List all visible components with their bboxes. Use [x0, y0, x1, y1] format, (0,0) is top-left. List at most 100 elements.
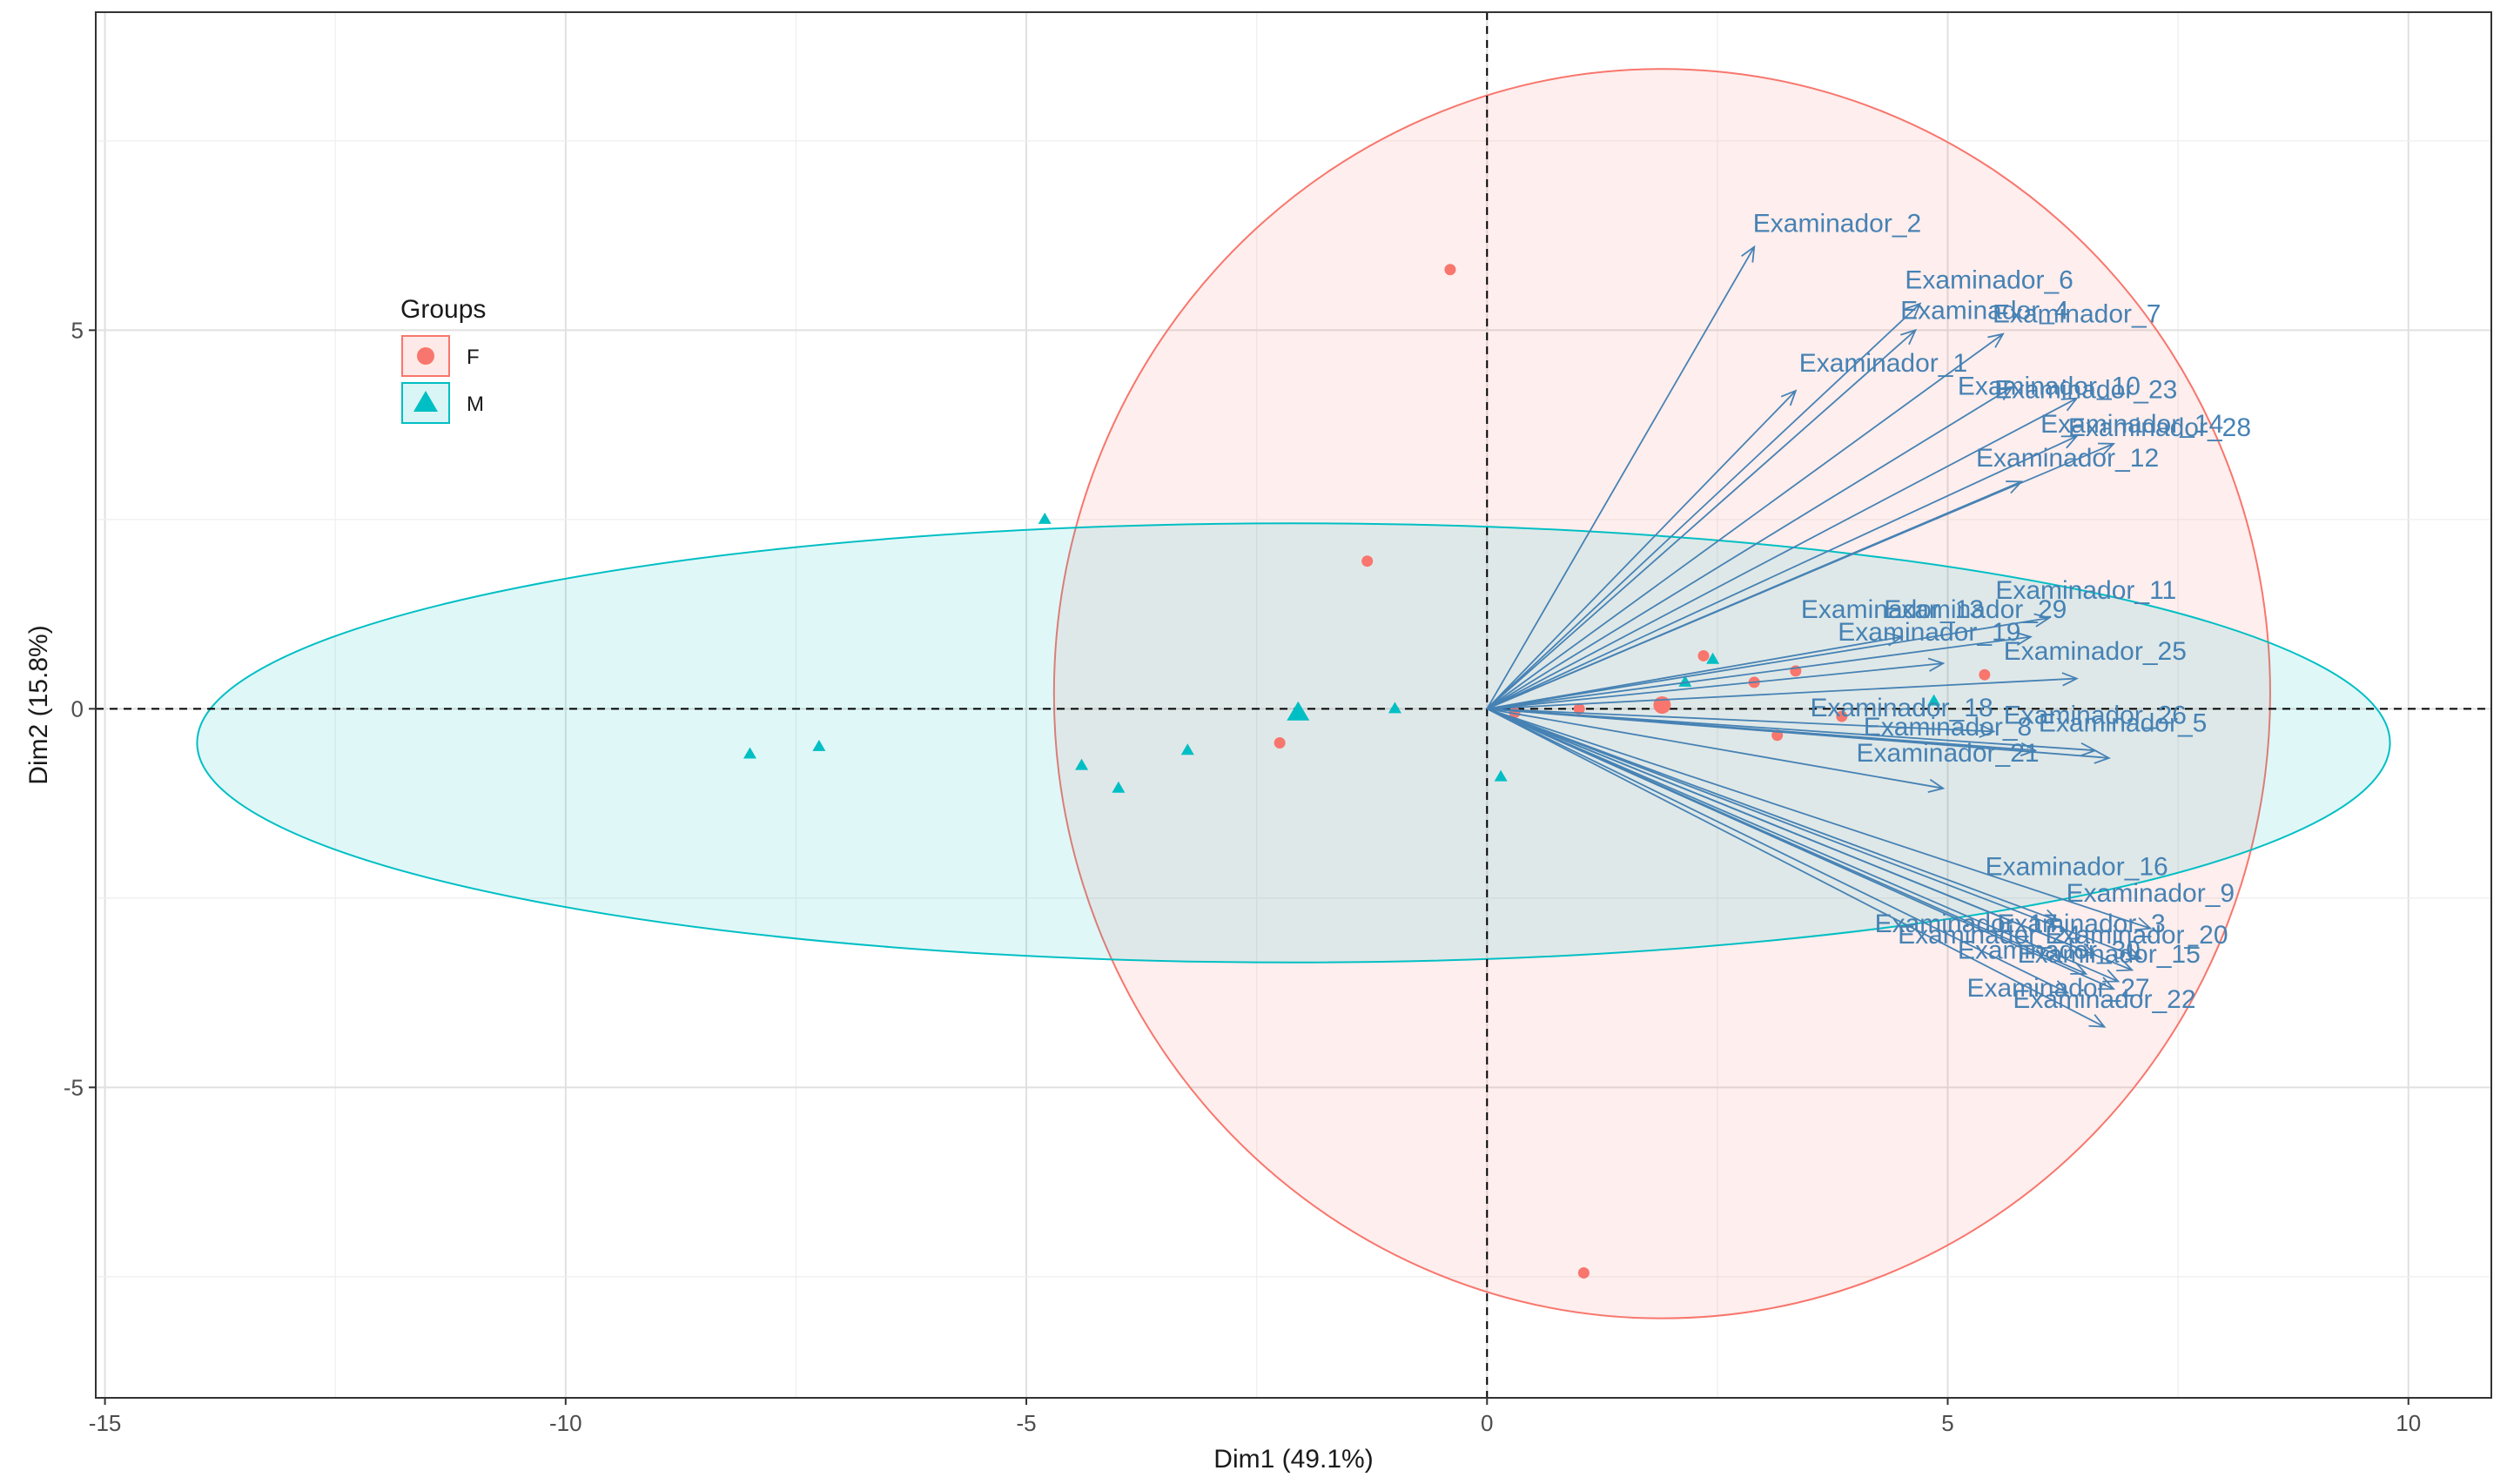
variable-label-examinador-24: Examinador_24	[1898, 921, 2080, 950]
arrow-examinador-23	[1486, 397, 2078, 710]
arrow-examinador-3	[1486, 708, 2142, 960]
variable-label-examinador-11: Examinador_11	[1995, 576, 2176, 605]
variable-label-examinador-22: Examinador_22	[2013, 985, 2195, 1014]
arrow-examinador-30	[1486, 708, 2114, 990]
plot-background	[96, 12, 2491, 1398]
point-m-4	[1112, 781, 1126, 793]
arrowhead-examinador-10	[1996, 386, 2014, 400]
reference-lines	[96, 12, 2491, 1398]
arrow-examinador-19	[1487, 662, 1944, 710]
arrowhead-examinador-26	[2080, 742, 2098, 757]
legend-label-f: F	[467, 346, 480, 369]
arrow-examinador-11	[1487, 617, 2050, 710]
arrowhead-examinador-6	[1905, 302, 1922, 319]
arrowhead-examinador-22	[2088, 1014, 2107, 1028]
arrow-examinador-18	[1487, 708, 1994, 733]
axis-ticks: -15 -10 -5 0 5 10 -5 0 5	[64, 317, 2421, 1436]
variable-label-examinador-12: Examinador_12	[1976, 444, 2159, 473]
x-axis-title: Dim1 (49.1%)	[1213, 1445, 1373, 1474]
variable-label-examinador-20: Examinador_20	[2045, 921, 2228, 950]
variable-label-examinador-26: Examinador_26	[2004, 702, 2187, 730]
variable-label-examinador-2: Examinador_2	[1753, 209, 1921, 238]
point-f-2	[1274, 736, 1286, 749]
point-f-0	[1444, 264, 1456, 276]
variable-label-examinador-17: Examinador_17	[1875, 910, 2058, 938]
variable-label-examinador-16: Examinador_16	[1986, 853, 2168, 882]
ellipse-f	[1052, 68, 2271, 1319]
arrowhead-examinador-29	[2015, 631, 2033, 646]
variable-label-examinador-6: Examinador_6	[1905, 266, 2073, 295]
arrowhead-examinador-2	[1741, 245, 1756, 263]
point-f-3	[1577, 1266, 1590, 1279]
variable-label-examinador-18: Examinador_18	[1811, 694, 1993, 722]
legend-key-f-circle	[417, 347, 434, 365]
point-m-6	[1388, 702, 1401, 714]
arrowhead-examinador-19	[1927, 657, 1946, 672]
point-m-8	[1678, 675, 1692, 687]
variable-label-examinador-29: Examinador_29	[1884, 595, 2067, 624]
arrowhead-examinador-3	[2125, 947, 2143, 961]
arrow-examinador-25	[1487, 677, 2077, 710]
arrow-examinador-27	[1486, 708, 2068, 994]
variable-label-examinador-15: Examinador_15	[2018, 940, 2201, 969]
point-m-1	[812, 739, 826, 751]
point-f-9	[1979, 668, 1991, 681]
point-f-1	[1361, 555, 1374, 567]
variable-label-examinador-25: Examinador_25	[2004, 637, 2187, 666]
arrowhead-examinador-21	[1927, 778, 1946, 793]
arrowhead-examinador-4	[1900, 328, 1918, 346]
arrowhead-examinador-8	[2020, 742, 2038, 757]
arrow-examinador-10	[1486, 386, 2013, 710]
arrowhead-examinador-28	[2098, 442, 2116, 456]
arrow-examinador-14	[1486, 435, 2078, 710]
point-f-10	[1573, 702, 1585, 715]
arrowhead-examinador-25	[2061, 672, 2079, 687]
arrowhead-examinador-18	[1979, 723, 1996, 738]
x-tick-label-0: 0	[1481, 1410, 1493, 1436]
legend: Groups F M	[400, 295, 486, 424]
variable-label-examinador-10: Examinador_10	[1958, 372, 2141, 400]
arrow-examinador-7	[1486, 332, 2004, 710]
variable-label-examinador-9: Examinador_9	[2067, 879, 2235, 908]
arrowhead-examinador-9	[2134, 917, 2153, 931]
variable-label-examinador-30: Examinador_30	[1958, 936, 2141, 964]
point-m-3	[1075, 758, 1089, 770]
legend-title: Groups	[400, 295, 486, 324]
variable-label-examinador-13: Examinador_13	[1801, 595, 1984, 624]
y-tick-label-5: 5	[71, 317, 84, 343]
arrow-examinador-16	[1486, 708, 2059, 922]
arrowhead-examinador-13	[1885, 632, 1904, 647]
arrow-examinador-2	[1486, 246, 1756, 709]
x-tick-label-10: 10	[2396, 1410, 2421, 1436]
y-axis-title: Dim2 (15.8%)	[24, 625, 53, 784]
arrowhead-examinador-16	[2042, 909, 2060, 923]
variable-label-examinador-27: Examinador_27	[1966, 974, 2149, 1003]
legend-key-m-triangle	[413, 391, 438, 412]
centroid-m	[1287, 701, 1310, 721]
arrow-examinador-13	[1487, 635, 1902, 710]
arrow-examinador-1	[1486, 390, 1797, 709]
arrow-examinador-20	[1486, 708, 2133, 971]
arrowhead-examinador-11	[2033, 613, 2052, 628]
arrow-examinador-6	[1486, 303, 1921, 710]
variable-label-examinador-4: Examinador_4	[1900, 296, 2068, 325]
variable-label-examinador-21: Examinador_21	[1856, 739, 2039, 768]
point-m-9	[1706, 652, 1720, 664]
plot-border	[95, 11, 2492, 1399]
arrow-examinador-22	[1486, 708, 2105, 1028]
point-m-5	[1180, 743, 1194, 755]
arrow-examinador-15	[1486, 708, 2119, 983]
variable-label-examinador-19: Examinador_19	[1838, 618, 2020, 647]
arrow-examinador-9	[1486, 708, 2151, 930]
point-m-0	[743, 747, 757, 759]
variable-label-examinador-8: Examinador_8	[1864, 713, 2032, 742]
variable-label-examinador-7: Examinador_7	[1993, 300, 2161, 329]
point-m-2	[1038, 512, 1052, 524]
point-f-8	[1836, 710, 1848, 722]
arrow-examinador-21	[1487, 708, 1944, 789]
arrowhead-examinador-12	[2006, 480, 2024, 494]
y-tick-label-0: 0	[71, 695, 84, 722]
variable-label-examinador-1: Examinador_1	[1799, 349, 1967, 378]
x-tick-label--15: -15	[89, 1410, 122, 1436]
arrowhead-examinador-27	[2052, 980, 2070, 994]
